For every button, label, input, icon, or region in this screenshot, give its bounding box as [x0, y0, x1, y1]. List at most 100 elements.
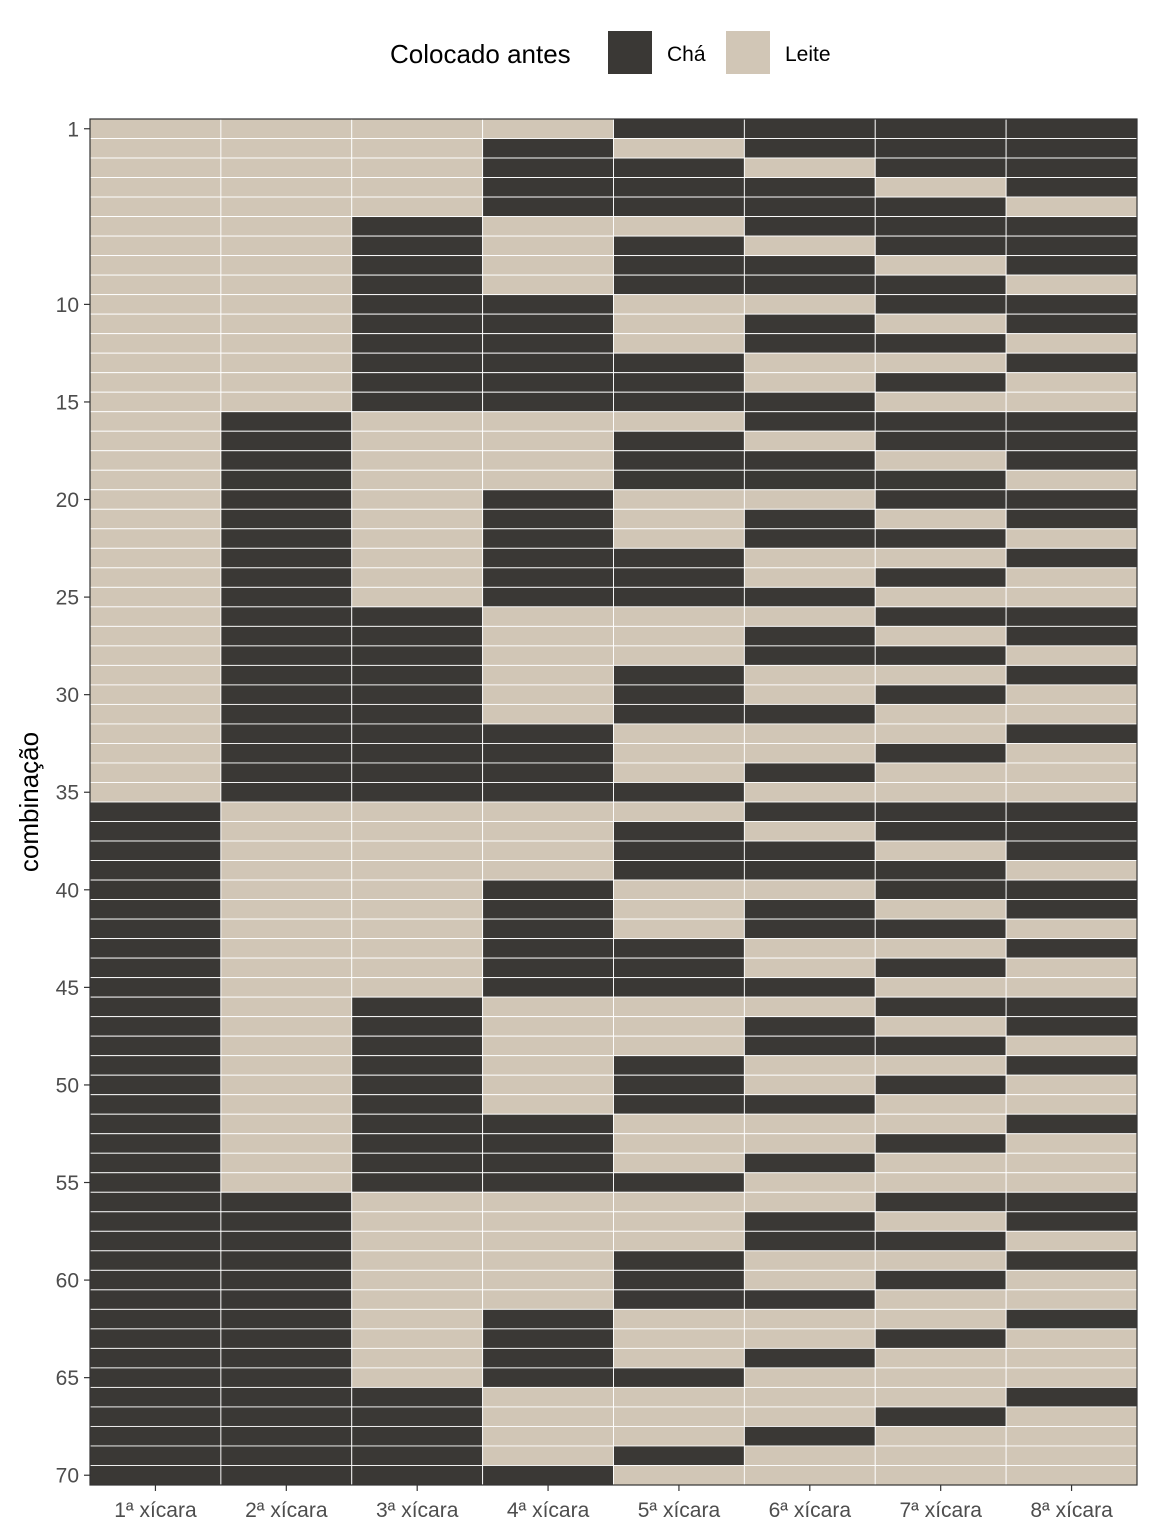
heatmap-cell	[351, 860, 484, 881]
heatmap-cell	[874, 918, 1007, 940]
heatmap-cell	[874, 1269, 1007, 1291]
heatmap-cell	[220, 294, 353, 315]
heatmap-cell	[89, 333, 222, 354]
heatmap-cell	[220, 977, 353, 998]
heatmap-cell	[1005, 899, 1138, 920]
heatmap-cell	[874, 1055, 1007, 1076]
heatmap-cell	[743, 1465, 876, 1486]
heatmap-cell	[613, 1016, 745, 1037]
heatmap-cell	[613, 625, 745, 647]
heatmap-cell	[482, 469, 614, 491]
heatmap-cell	[482, 118, 614, 139]
heatmap-cell	[220, 547, 353, 569]
heatmap-cell	[220, 996, 353, 1018]
heatmap-cell	[874, 1230, 1007, 1252]
heatmap-cell	[351, 157, 484, 178]
heatmap-cell	[743, 1328, 876, 1349]
heatmap-cell	[220, 1328, 353, 1349]
heatmap-cell	[220, 118, 353, 139]
heatmap-cell	[89, 762, 222, 783]
heatmap-cell	[613, 1269, 745, 1291]
heatmap-cell	[351, 1152, 484, 1174]
heatmap-cell	[220, 450, 353, 471]
heatmap-cell	[220, 821, 353, 842]
heatmap-cell	[482, 1367, 614, 1388]
heatmap-cell	[220, 1172, 353, 1193]
heatmap-cell	[743, 1367, 876, 1388]
heatmap-cell	[351, 723, 484, 744]
heatmap-cell	[220, 860, 353, 881]
heatmap-cell	[89, 1230, 222, 1252]
heatmap-cell	[743, 352, 876, 374]
heatmap-cell	[874, 703, 1007, 725]
heatmap-cell	[1005, 1465, 1138, 1486]
heatmap-cell	[613, 1406, 745, 1427]
heatmap-cell	[874, 606, 1007, 627]
heatmap-cell	[220, 372, 353, 393]
heatmap-cell	[613, 489, 745, 510]
heatmap-cell	[89, 860, 222, 881]
heatmap-cell	[743, 274, 876, 296]
heatmap-cell	[89, 996, 222, 1018]
heatmap-cell	[613, 586, 745, 608]
heatmap-cell	[89, 645, 222, 666]
y-tick-label: 1	[67, 118, 79, 141]
heatmap-cell	[351, 879, 484, 901]
heatmap-cell	[743, 938, 876, 959]
heatmap-cell	[482, 411, 614, 432]
heatmap-cell	[220, 1465, 353, 1486]
heatmap-cell	[89, 664, 222, 686]
heatmap-cell	[1005, 118, 1138, 139]
heatmap-cell	[482, 1172, 614, 1193]
heatmap-cell	[220, 762, 353, 783]
heatmap-cell	[743, 430, 876, 452]
heatmap-cell	[351, 352, 484, 374]
heatmap-cell	[613, 782, 745, 803]
heatmap-cell	[482, 1386, 614, 1408]
heatmap-cell	[220, 430, 353, 452]
heatmap-cell	[743, 821, 876, 842]
heatmap-cell	[351, 567, 484, 588]
heatmap-cell	[874, 1016, 1007, 1037]
heatmap-cell	[874, 508, 1007, 530]
heatmap-cell	[351, 255, 484, 276]
heatmap-cell	[89, 1211, 222, 1232]
heatmap-cell	[874, 586, 1007, 608]
heatmap-cell	[743, 1230, 876, 1252]
y-tick-label: 50	[56, 1074, 79, 1097]
heatmap-cell	[613, 1211, 745, 1232]
heatmap-cell	[351, 508, 484, 530]
heatmap-cell	[613, 1152, 745, 1174]
heatmap-cell	[89, 742, 222, 764]
heatmap-cell	[1005, 742, 1138, 764]
heatmap-cell	[351, 801, 484, 822]
heatmap-cell	[89, 957, 222, 979]
heatmap-cell	[351, 821, 484, 842]
heatmap-cell	[743, 1308, 876, 1330]
heatmap-cell	[1005, 508, 1138, 530]
heatmap-cell	[1005, 430, 1138, 452]
heatmap-cell	[89, 1016, 222, 1037]
heatmap-cell	[1005, 1230, 1138, 1252]
heatmap-cell	[482, 977, 614, 998]
x-tick-label: 4ª xícara	[507, 1499, 590, 1522]
heatmap-cell	[1005, 1172, 1138, 1193]
heatmap-cell	[613, 1425, 745, 1447]
heatmap-cell	[351, 1465, 484, 1486]
heatmap-cell	[351, 1386, 484, 1408]
heatmap-cell	[351, 664, 484, 686]
heatmap-cell	[1005, 1113, 1138, 1135]
heatmap-cell	[743, 1113, 876, 1135]
heatmap-cell	[613, 1035, 745, 1057]
heatmap-cell	[89, 801, 222, 822]
heatmap-cell	[874, 1133, 1007, 1154]
heatmap-cell	[351, 1133, 484, 1154]
heatmap-cell	[220, 782, 353, 803]
heatmap-cell	[1005, 255, 1138, 276]
heatmap-cell	[351, 1113, 484, 1135]
heatmap-cell	[1005, 196, 1138, 218]
heatmap-cell	[743, 450, 876, 471]
y-tick-label: 70	[56, 1465, 79, 1488]
heatmap-cell	[482, 782, 614, 803]
x-axis: 1ª xícara 2ª xícara 3ª xícara 4ª xícara 5ª x…	[114, 1484, 1113, 1522]
